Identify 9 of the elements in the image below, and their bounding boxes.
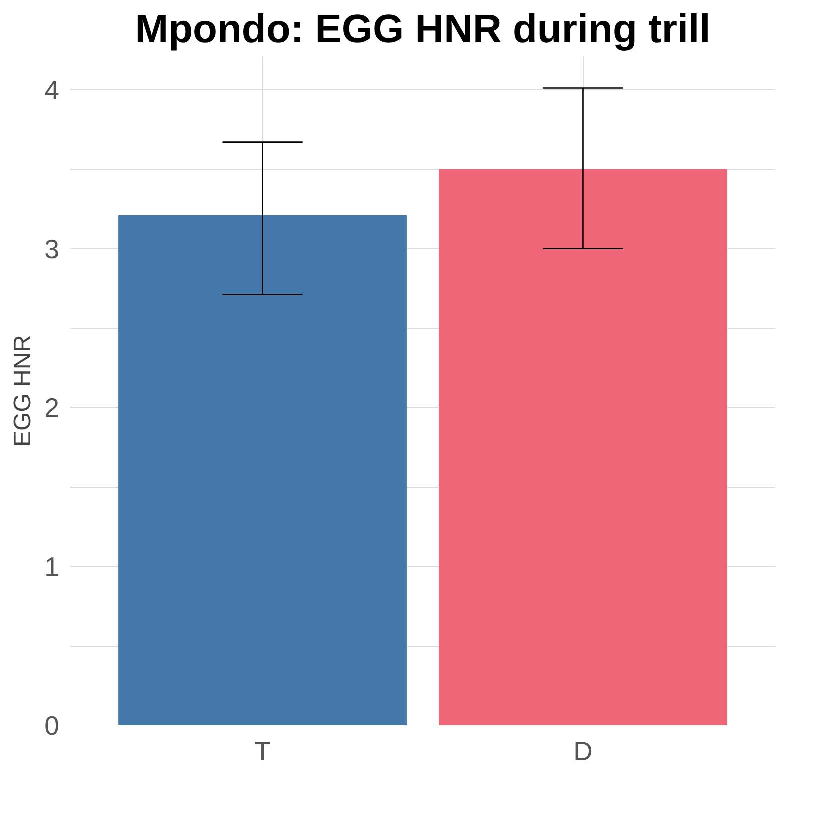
x-tick-label: D: [574, 736, 593, 766]
chart-title: Mpondo: EGG HNR during trill: [135, 8, 711, 52]
y-tick-label: 1: [44, 552, 60, 582]
y-tick-label: 2: [44, 393, 60, 424]
y-tick-label: 0: [44, 711, 60, 741]
x-tick-label: T: [254, 736, 271, 766]
y-tick-label: 4: [44, 75, 60, 106]
y-tick-label: 3: [44, 234, 60, 264]
y-axis-title: EGG HNR: [10, 334, 37, 448]
